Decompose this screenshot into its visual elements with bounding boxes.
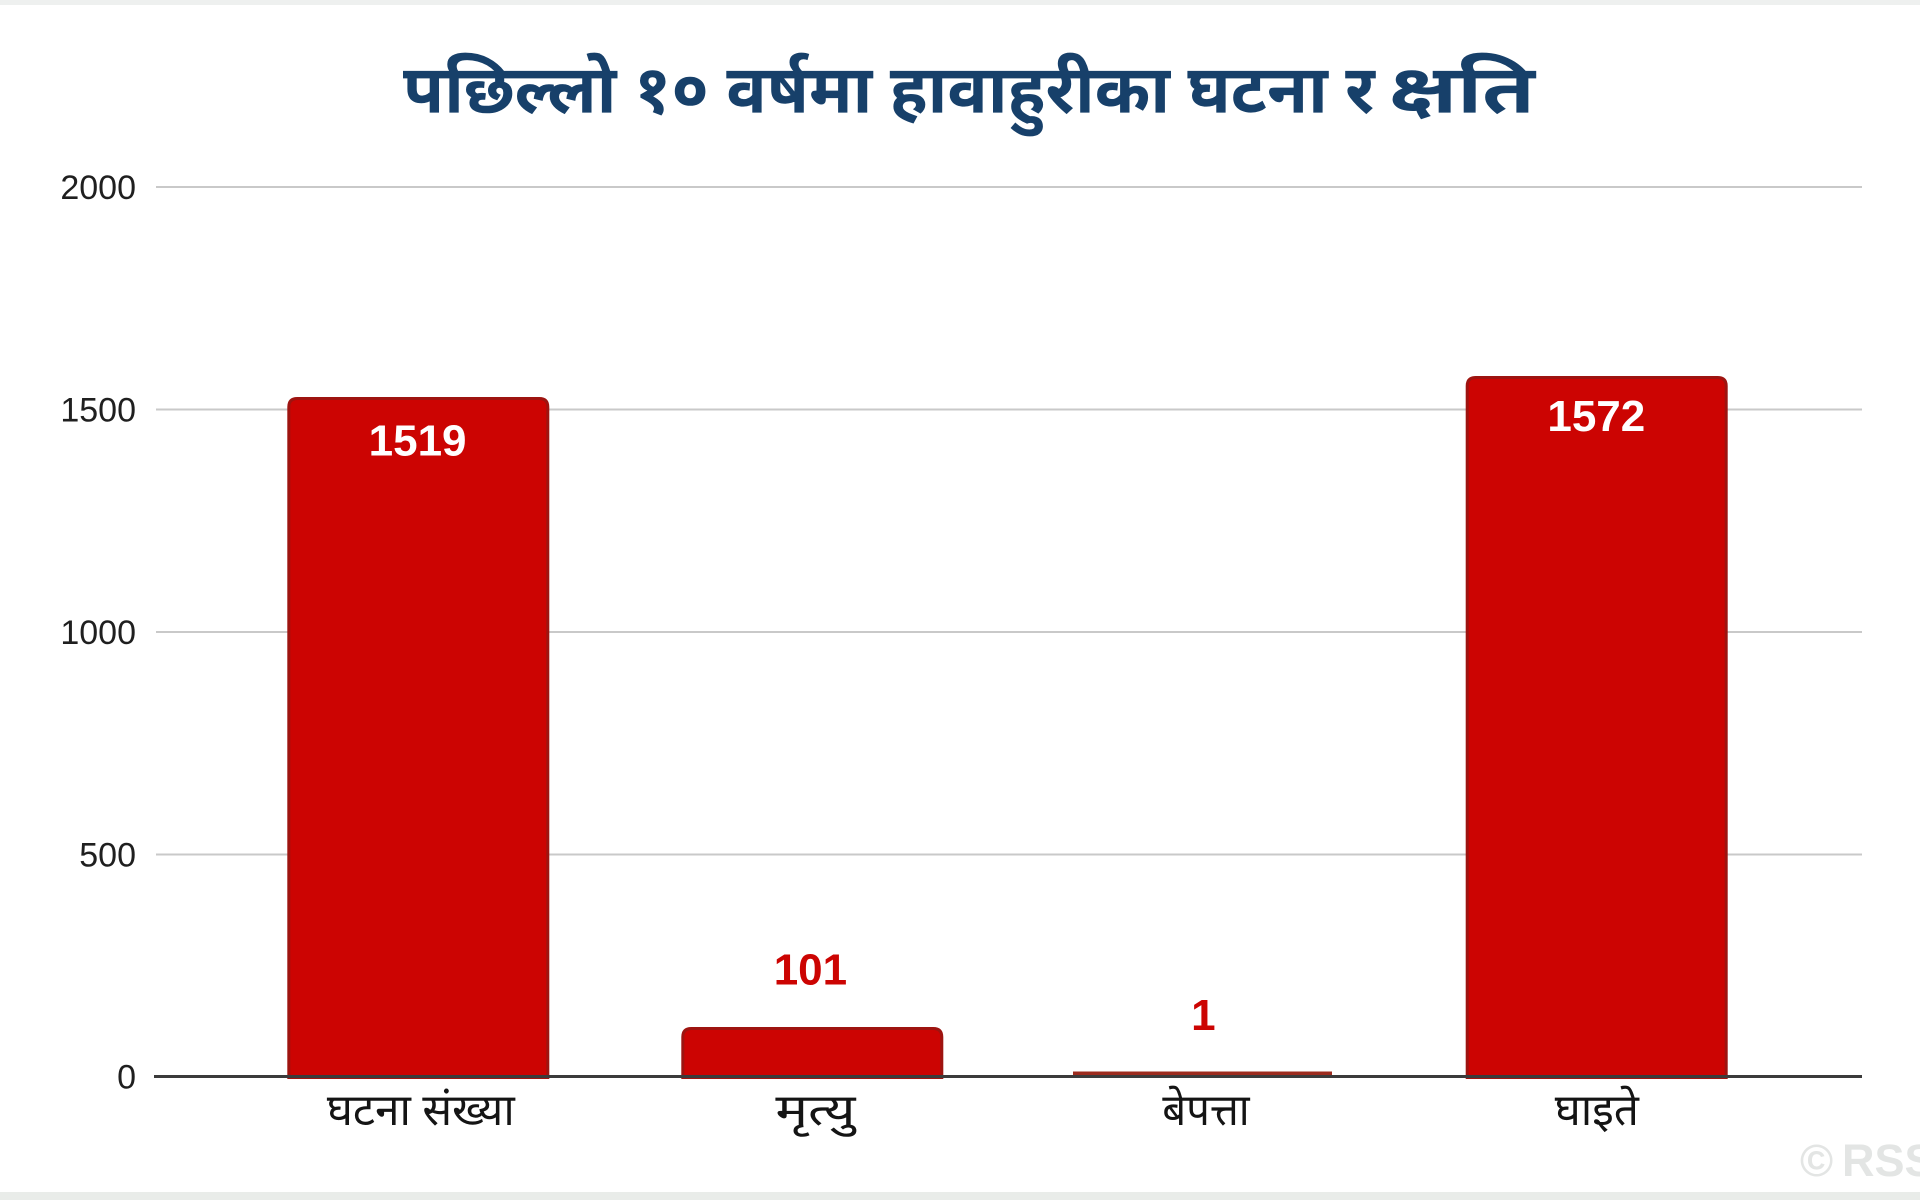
svg-text:2000: 2000 bbox=[60, 169, 136, 207]
svg-text:1572: 1572 bbox=[1547, 392, 1645, 441]
svg-text:1519: 1519 bbox=[369, 417, 467, 466]
svg-text:0: 0 bbox=[117, 1059, 136, 1097]
svg-text:1500: 1500 bbox=[60, 392, 136, 430]
svg-text:1000: 1000 bbox=[60, 614, 136, 652]
svg-text:©: © bbox=[1800, 1135, 1833, 1186]
svg-text:101: 101 bbox=[774, 946, 847, 995]
svg-text:RSS: RSS bbox=[1842, 1135, 1920, 1186]
svg-text:1: 1 bbox=[1191, 991, 1215, 1040]
svg-text:500: 500 bbox=[79, 837, 136, 875]
